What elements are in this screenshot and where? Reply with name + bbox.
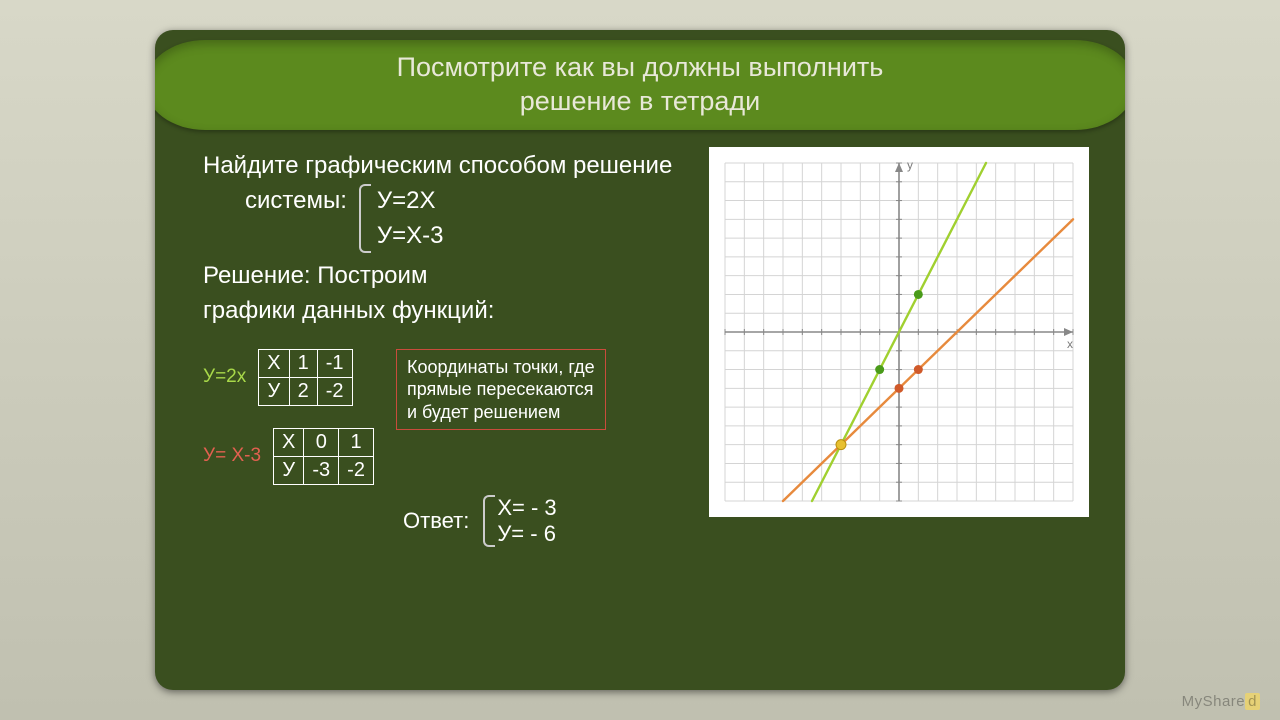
answer-x: Х= - 3 (497, 495, 556, 520)
table-2-group: У= Х-3 Х 0 1 У -3 -2 (203, 428, 374, 485)
table-row: У 2 -2 (259, 377, 352, 405)
title-band: Посмотрите как вы должны выполнить решен… (155, 40, 1125, 130)
title-line-1: Посмотрите как вы должны выполнить (397, 51, 884, 85)
table-row: Х 0 1 (274, 428, 374, 456)
svg-text:y: y (907, 158, 913, 172)
svg-text:x: x (1067, 337, 1073, 351)
answer-label: Ответ: (403, 508, 469, 534)
title-line-2: решение в тетради (520, 85, 760, 119)
eq1: У=2Х (377, 187, 436, 214)
table-row: Х 1 -1 (259, 349, 352, 377)
watermark: MyShared (1182, 693, 1260, 710)
table-2-label: У= Х-3 (203, 445, 261, 467)
table-1: Х 1 -1 У 2 -2 (258, 349, 352, 406)
table-1-group: У=2х Х 1 -1 У 2 -2 (203, 349, 374, 406)
answer-brace: Х= - 3 У= - 6 (483, 495, 556, 547)
system-brace: У=2Х У=Х-3 (359, 184, 444, 254)
note-box: Координаты точки, где прямые пересекаютс… (396, 349, 606, 431)
coordinate-chart: xy (709, 147, 1089, 517)
content: Найдите графическим способом решение сис… (203, 145, 1105, 680)
answer-y: У= - 6 (497, 521, 556, 546)
task-system-word: системы: (245, 184, 347, 219)
watermark-hl: d (1245, 693, 1260, 710)
eq2: У=Х-3 (377, 222, 444, 249)
table-2: Х 0 1 У -3 -2 (273, 428, 374, 485)
table-1-label: У=2х (203, 366, 246, 388)
table-row: У -3 -2 (274, 456, 374, 484)
slide: Посмотрите как вы должны выполнить решен… (155, 30, 1125, 690)
chart-svg: xy (709, 147, 1089, 517)
watermark-text: MyShare (1182, 693, 1246, 710)
